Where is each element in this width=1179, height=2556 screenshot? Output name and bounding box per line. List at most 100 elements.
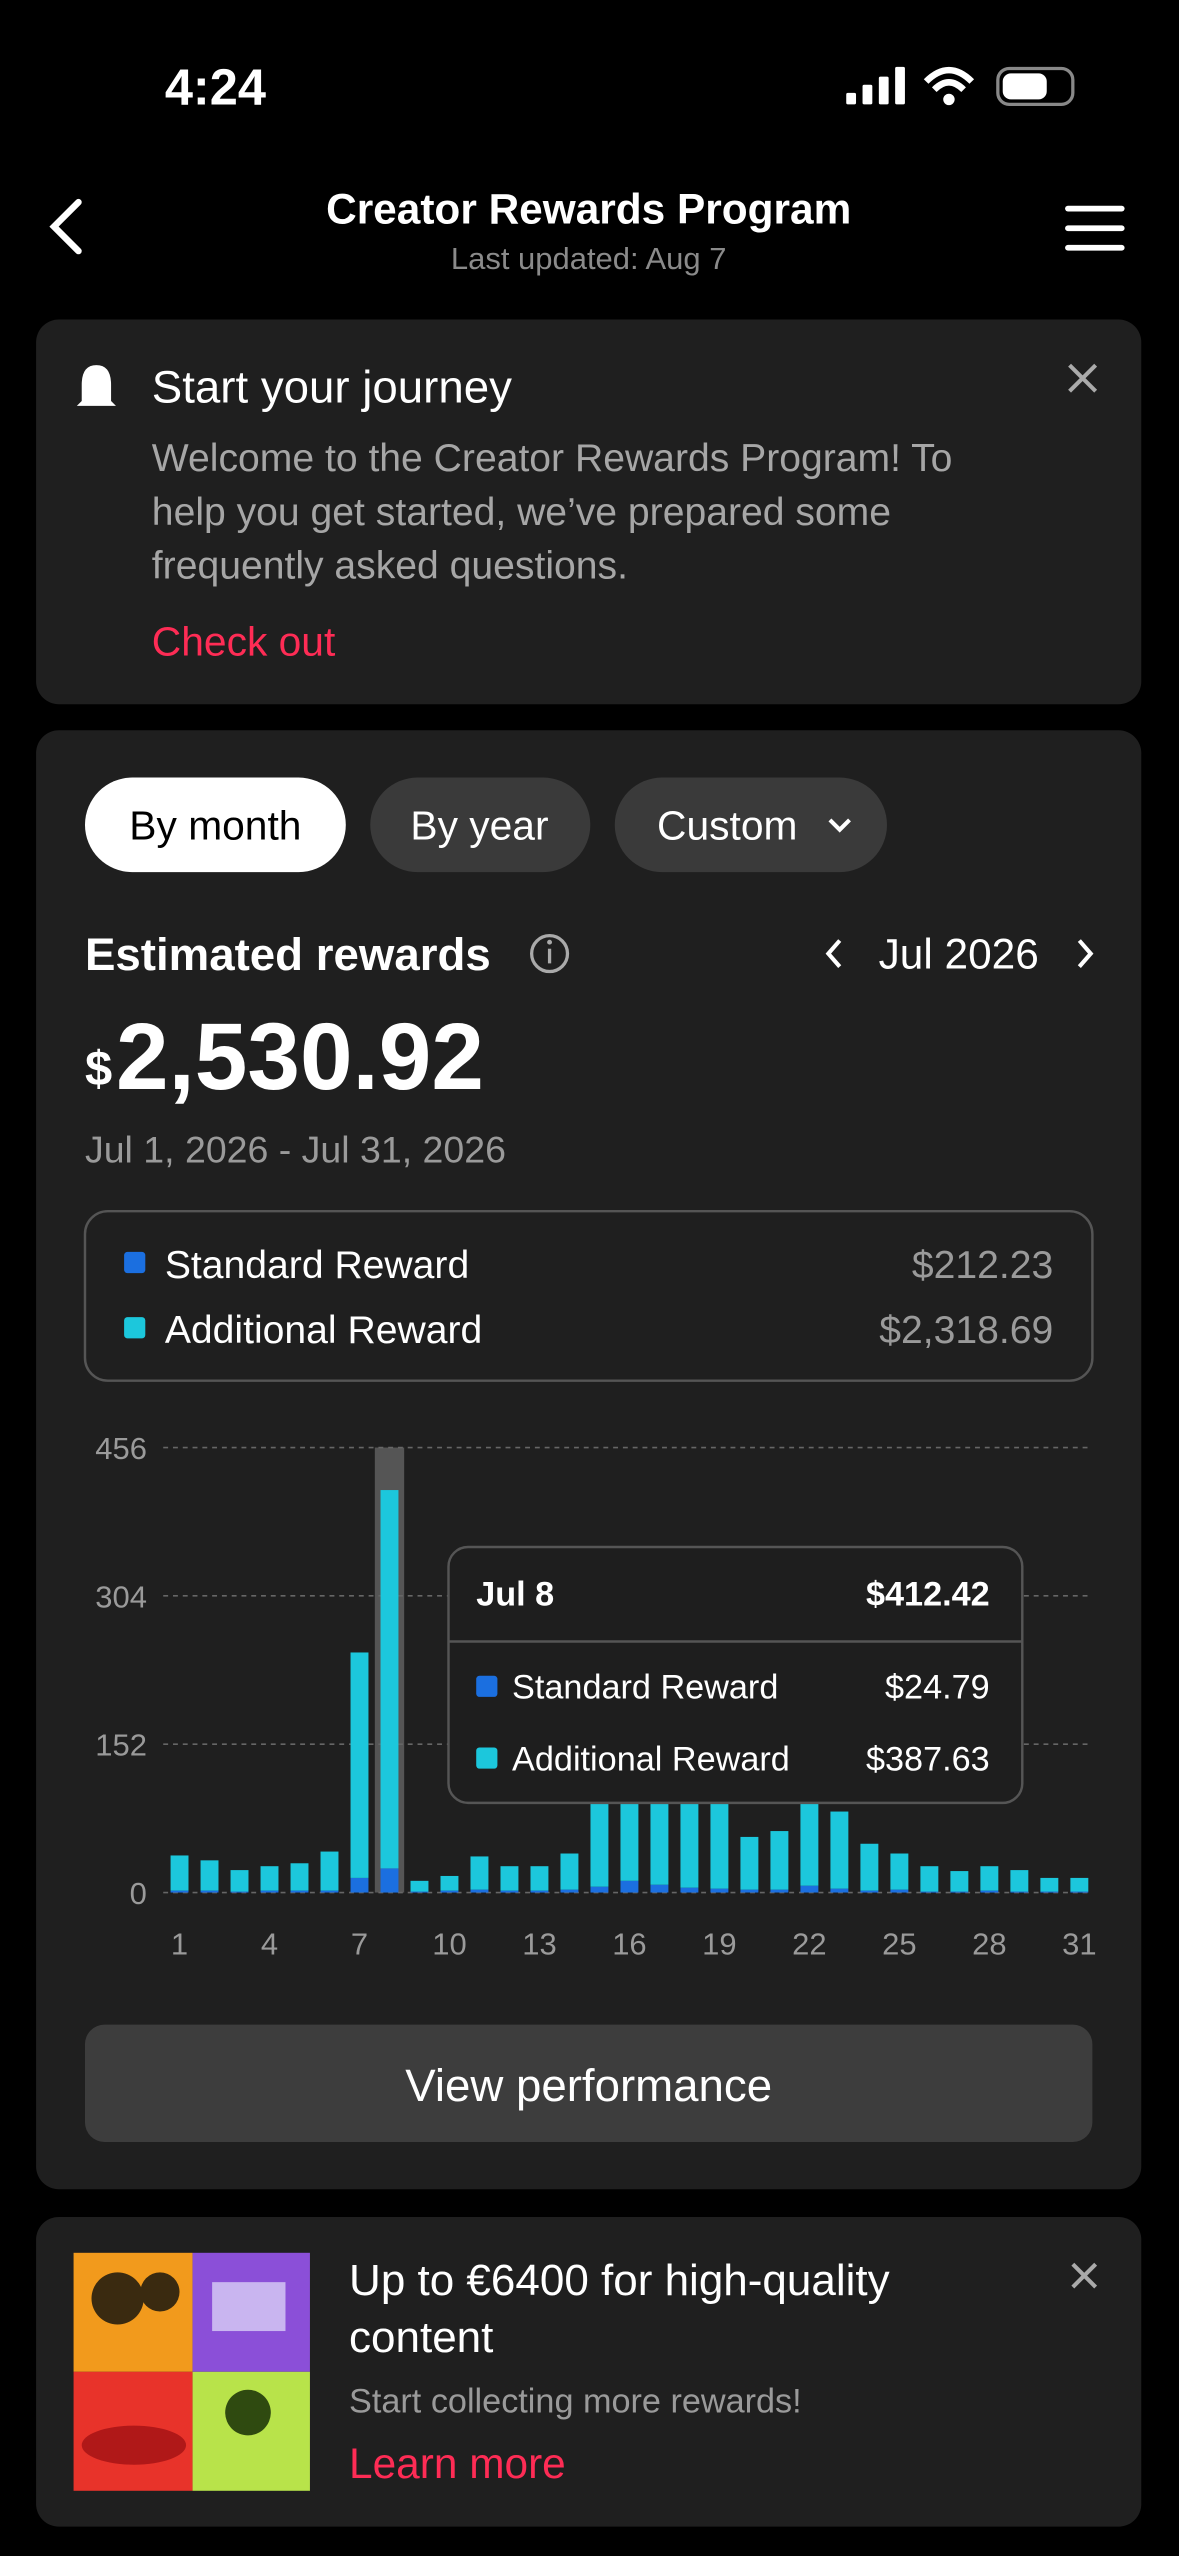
battery-level xyxy=(1002,73,1047,100)
close-button[interactable] xyxy=(1071,2262,1098,2289)
promo-title: content xyxy=(349,2313,493,2362)
x-tick-label: 22 xyxy=(792,1926,826,1961)
legend-label: Additional Reward xyxy=(165,1309,482,1352)
bar-segment xyxy=(380,1868,399,1893)
bar-segment xyxy=(200,1860,219,1891)
bell-icon xyxy=(76,365,116,406)
bar-segment xyxy=(590,1886,609,1893)
legend-amount: $212.23 xyxy=(912,1244,1053,1287)
x-tick-label: 25 xyxy=(882,1926,916,1961)
x-tick-label: 1 xyxy=(171,1926,188,1961)
signal-icon xyxy=(846,66,905,105)
dropdown-icon xyxy=(828,818,851,833)
tooltip-swatch xyxy=(476,1747,498,1769)
bar-segment xyxy=(320,1890,339,1893)
legend-label: Standard Reward xyxy=(165,1244,469,1287)
bar-segment xyxy=(980,1890,999,1893)
bar-segment xyxy=(920,1866,939,1892)
x-tick-label: 16 xyxy=(612,1926,646,1961)
bar-segment xyxy=(770,1889,789,1893)
bar-segment xyxy=(680,1887,699,1893)
bar-segment xyxy=(650,1884,669,1893)
bar-segment xyxy=(470,1889,489,1893)
tooltip-rows: Standard Reward $24.79 Additional Reward $3… xyxy=(476,1669,990,1778)
bar-segment xyxy=(410,1880,429,1892)
bar-segment xyxy=(770,1831,789,1890)
promo-card xyxy=(36,2216,1142,2527)
bar-segment xyxy=(950,1871,969,1892)
promo-image xyxy=(73,2252,310,2491)
close-button[interactable] xyxy=(1068,363,1098,393)
prev-month[interactable] xyxy=(825,939,842,968)
bar-segment xyxy=(170,1890,189,1893)
bar-segment xyxy=(230,1891,249,1893)
bar-segment xyxy=(410,1891,429,1893)
total-amount: 2,530.92 xyxy=(116,1004,484,1110)
bar-segment xyxy=(710,1794,729,1889)
info-icon[interactable] xyxy=(530,934,570,974)
notice-body: Welcome to the Creator Rewards Program! … xyxy=(152,437,953,480)
x-tick-label: 19 xyxy=(702,1926,736,1961)
rewards-card xyxy=(36,730,1142,2190)
bar-segment xyxy=(380,1490,399,1869)
bar-segment xyxy=(260,1866,279,1891)
x-tick-label: 7 xyxy=(351,1926,368,1961)
x-tick-label: 13 xyxy=(522,1926,556,1961)
notice-title: Start your journey xyxy=(152,362,512,413)
clock: 4:24 xyxy=(165,58,266,115)
promo-link[interactable]: Learn more xyxy=(349,2440,566,2487)
bar-segment xyxy=(320,1851,339,1891)
x-tick-label: 4 xyxy=(261,1926,278,1961)
bar-segment xyxy=(800,1785,819,1886)
tab-label: By year xyxy=(410,803,548,849)
back-button[interactable] xyxy=(49,198,82,255)
view-performance-button[interactable] xyxy=(84,2024,1093,2142)
bar-segment xyxy=(620,1880,639,1893)
bar-segment xyxy=(440,1875,459,1891)
bar-segment xyxy=(500,1866,519,1891)
menu-button[interactable] xyxy=(1065,205,1125,251)
header-title: Creator Rewards Program xyxy=(326,185,851,232)
legend-box xyxy=(83,1209,1094,1382)
legend-swatch xyxy=(124,1251,146,1274)
bar-segment xyxy=(1070,1877,1089,1892)
bar-segment xyxy=(500,1890,519,1893)
bar-segment xyxy=(350,1877,369,1893)
y-tick-label: 304 xyxy=(95,1579,147,1614)
tab-active[interactable] xyxy=(84,777,346,873)
bar-segment xyxy=(470,1856,489,1890)
bar-segment xyxy=(830,1811,849,1889)
bar-segment xyxy=(440,1890,459,1893)
notice-body: frequently asked questions. xyxy=(152,545,628,588)
tooltip xyxy=(447,1545,1024,1805)
x-tick-label: 31 xyxy=(1062,1926,1096,1961)
tab[interactable] xyxy=(614,777,887,873)
promo-title: Up to €6400 for high-quality xyxy=(349,2256,890,2305)
wifi-dot xyxy=(943,93,955,106)
chart: 0 152 304 456 1 4 7 10 13 16 19 22 25 28 31 xyxy=(95,1431,1096,1962)
next-month[interactable] xyxy=(1077,939,1094,968)
period: Jul 2026 xyxy=(879,930,1039,977)
promo-subtitle: Start collecting more rewards! xyxy=(349,2383,802,2421)
legend-swatch xyxy=(124,1317,146,1339)
tooltip-swatch xyxy=(476,1675,498,1697)
tooltip-label: Additional Reward xyxy=(512,1740,790,1778)
bar-segment xyxy=(920,1891,939,1893)
notice-link[interactable]: Check out xyxy=(152,618,336,664)
bar-segment xyxy=(740,1836,759,1890)
y-tick-label: 152 xyxy=(95,1728,147,1763)
header-subtitle: Last updated: Aug 7 xyxy=(451,241,727,276)
date-range: Jul 1, 2026 - Jul 31, 2026 xyxy=(85,1128,506,1170)
tooltip-label: Standard Reward xyxy=(512,1669,778,1707)
bar-segment xyxy=(860,1890,879,1893)
tab[interactable] xyxy=(370,777,591,873)
bar-segment xyxy=(1040,1877,1059,1892)
info-icon-dot xyxy=(547,939,553,945)
bar-segment xyxy=(200,1890,219,1893)
battery xyxy=(996,66,1075,106)
button-label: View performance xyxy=(405,2060,772,2111)
x-tick-label: 28 xyxy=(972,1926,1006,1961)
bar-segment xyxy=(530,1890,549,1893)
